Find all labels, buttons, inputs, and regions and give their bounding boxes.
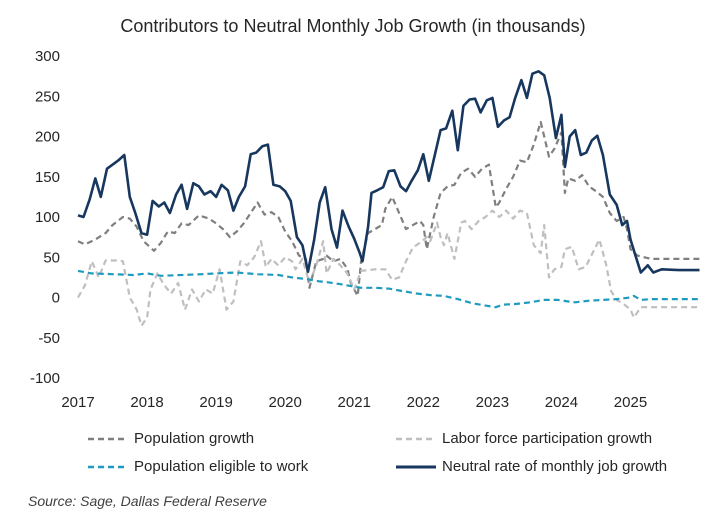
legend-swatch-neutral-rate [396, 465, 436, 468]
legend-item-population-eligible: Population eligible to work [88, 458, 308, 475]
x-tick-label: 2025 [614, 394, 647, 411]
series-line-population-growth [77, 120, 700, 297]
x-tick-label: 2018 [130, 394, 163, 411]
source-note: Source: Sage, Dallas Federal Reserve [28, 493, 267, 509]
legend-label-neutral-rate: Neutral rate of monthly job growth [442, 458, 668, 475]
legend-swatch-labor-force [396, 437, 436, 440]
chart-title: Contributors to Neutral Monthly Job Grow… [120, 16, 586, 36]
legend-label-population-growth: Population growth [134, 430, 255, 447]
legend-item-neutral-rate: Neutral rate of monthly job growth [396, 458, 667, 475]
x-tick-label: 2024 [545, 394, 578, 411]
series-line-neutral-rate-of-monthly-job-growth [77, 70, 700, 274]
x-tick-label: 2022 [407, 394, 440, 411]
series-lines [77, 70, 700, 327]
y-tick-label: 250 [35, 88, 60, 105]
y-tick-label: -50 [38, 330, 60, 347]
x-tick-label: 2019 [199, 394, 232, 411]
x-tick-label: 2023 [476, 394, 509, 411]
x-tick-label: 2021 [338, 394, 371, 411]
y-tick-label: 300 [35, 48, 60, 65]
y-tick-label: -100 [30, 370, 60, 387]
x-axis-ticks: 2017 2018 2019 2020 2021 2022 2023 2024 2025 [61, 394, 647, 411]
y-tick-label: 100 [35, 209, 60, 226]
x-tick-label: 2017 [61, 394, 94, 411]
legend-item-population-growth: Population growth [88, 430, 254, 447]
y-tick-label: 0 [52, 290, 60, 307]
y-axis-ticks: -100 -50 0 50 100 150 200 250 300 [30, 48, 60, 387]
legend-swatch-population-growth [88, 437, 128, 440]
legend-swatch-population-eligible [88, 465, 128, 468]
legend-label-labor-force: Labor force participation growth [442, 430, 653, 447]
y-tick-label: 200 [35, 129, 60, 146]
legend-label-population-eligible: Population eligible to work [134, 458, 309, 475]
legend-item-labor-force: Labor force participation growth [396, 430, 652, 447]
y-tick-label: 150 [35, 169, 60, 186]
series-line-labor-force-participation-growth [77, 209, 700, 327]
y-tick-label: 50 [43, 249, 60, 266]
x-tick-label: 2020 [268, 394, 301, 411]
